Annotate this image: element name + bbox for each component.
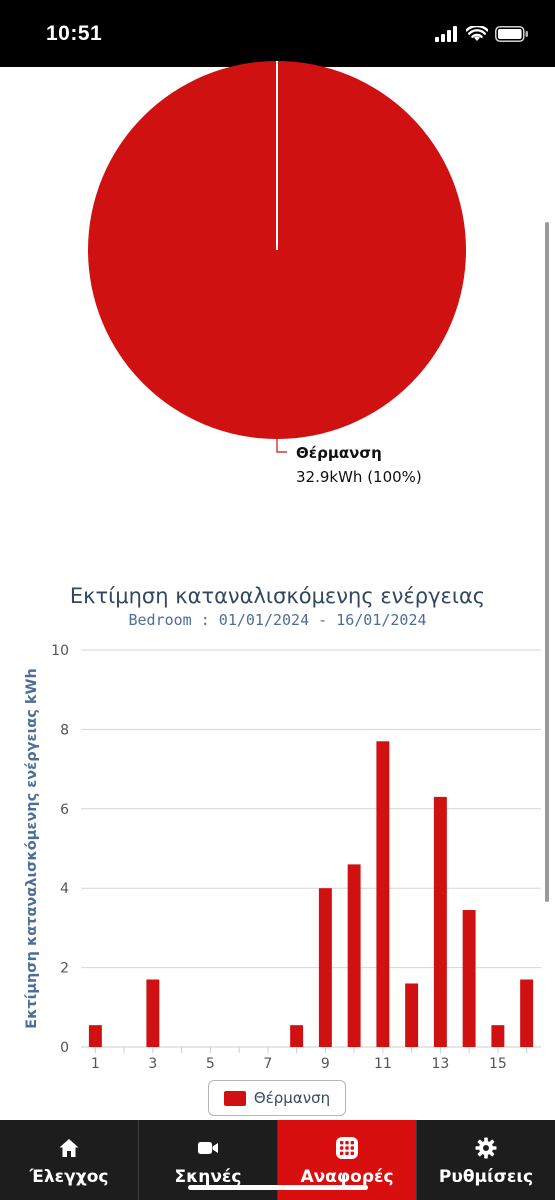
video-camera-icon — [198, 1142, 218, 1154]
x-tick-label: 13 — [431, 1056, 449, 1072]
x-tick-label: 5 — [206, 1056, 215, 1072]
gear-icon — [475, 1137, 497, 1159]
bar[interactable] — [347, 864, 361, 1047]
x-tick-label: 9 — [321, 1056, 330, 1072]
pie-slice-label: Θέρμανση — [296, 444, 382, 462]
bar[interactable] — [376, 741, 390, 1047]
y-tick-label: 4 — [60, 881, 69, 897]
status-time: 10:51 — [46, 22, 103, 45]
tab-scenes[interactable]: Σκηνές — [139, 1120, 278, 1200]
bar[interactable] — [290, 1025, 304, 1047]
chart-subtitle: Bedroom : 01/01/2024 - 16/01/2024 — [128, 611, 427, 629]
bar[interactable] — [88, 1025, 102, 1047]
scrollbar[interactable] — [545, 222, 549, 902]
tab-label: Σκηνές — [174, 1167, 242, 1187]
y-tick-label: 8 — [60, 722, 69, 738]
y-tick-label: 2 — [60, 961, 69, 977]
bar[interactable] — [433, 796, 447, 1047]
x-tick-label: 1 — [91, 1056, 100, 1072]
bar[interactable] — [146, 979, 160, 1047]
wifi-icon — [466, 25, 488, 41]
y-tick-label: 10 — [51, 643, 69, 659]
x-tick-label: 15 — [489, 1056, 507, 1072]
tab-settings[interactable]: Ρυθμίσεις — [417, 1120, 555, 1200]
status-bar: 10:51 — [0, 0, 555, 67]
status-icons — [435, 24, 529, 44]
home-indicator — [188, 1185, 368, 1190]
chart-legend-item[interactable]: Θέρμανση — [208, 1080, 346, 1116]
legend-swatch — [223, 1090, 246, 1106]
pie-slice-value: 32.9kWh (100%) — [296, 468, 422, 486]
y-tick-label: 6 — [60, 802, 69, 818]
pie-chart — [88, 61, 466, 453]
home-icon — [59, 1139, 79, 1157]
tab-control[interactable]: Έλεγχος — [0, 1120, 139, 1200]
bar[interactable] — [462, 910, 476, 1047]
x-tick-label: 7 — [263, 1056, 272, 1072]
chart-title: Εκτίμηση καταναλισκόμενης ενέργειας — [69, 584, 486, 608]
grid-icon — [336, 1137, 358, 1159]
y-axis-title: Εκτίμηση καταναλισκόμενης ενέργειας kWh — [24, 668, 40, 1029]
tab-label: Έλεγχος — [29, 1167, 109, 1187]
y-tick-label: 0 — [60, 1040, 69, 1056]
tab-label: Ρυθμίσεις — [438, 1167, 534, 1187]
tab-label: Αναφορές — [300, 1167, 394, 1187]
bar[interactable] — [318, 888, 332, 1047]
x-tick-label: 11 — [374, 1056, 392, 1072]
battery-icon — [495, 26, 528, 42]
bar[interactable] — [491, 1025, 505, 1047]
pie-label-connector — [276, 439, 287, 453]
signal-icon — [435, 26, 457, 42]
bar[interactable] — [520, 979, 534, 1047]
legend-label: Θέρμανση — [253, 1089, 331, 1107]
bar[interactable] — [405, 983, 419, 1047]
x-tick-label: 3 — [148, 1056, 157, 1072]
